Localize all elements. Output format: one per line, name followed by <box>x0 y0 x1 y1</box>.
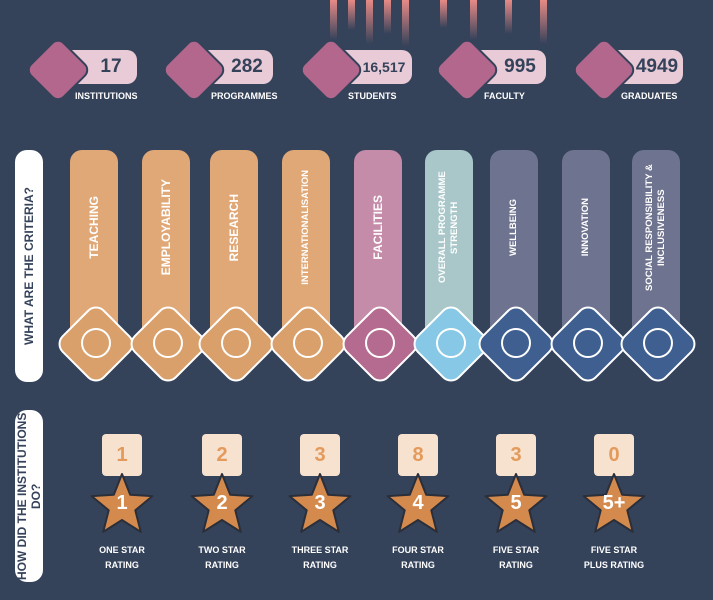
criteria-icon-glyph <box>293 328 323 358</box>
criteria-label: EMPLOYABILITY <box>159 179 173 276</box>
rating-count-box <box>300 434 340 476</box>
rating-count-box <box>398 434 438 476</box>
rating-count-box <box>594 434 634 476</box>
rating-count-box <box>202 434 242 476</box>
stat-value: 16,517 <box>362 59 406 75</box>
decoration <box>540 0 547 44</box>
rating-count-box <box>102 434 142 476</box>
rating-label: THREE STAR RATING <box>291 545 349 570</box>
criteria-title-pill: WHAT ARE THE CRITERIA? <box>15 150 43 382</box>
ratings-title: HOW DID THE INSTITUTIONS DO? <box>15 412 43 580</box>
stat-label: GRADUATES <box>621 91 678 101</box>
rating-star <box>90 473 154 533</box>
criteria-label: SOCIAL RESPONSIBILITY & INCLUSIVENESS <box>644 164 667 291</box>
decoration <box>348 0 355 30</box>
stat-label: INSTITUTIONS <box>75 91 138 101</box>
rating-count: 3 <box>314 444 326 466</box>
rating-star <box>484 473 548 533</box>
rating-star-label: 1 <box>116 492 128 514</box>
criteria-label-box: TEACHING <box>70 160 118 295</box>
star-shape <box>288 473 352 533</box>
rating-star-label: 4 <box>412 492 424 514</box>
rating-count: 3 <box>510 444 522 466</box>
criteria-icon-glyph <box>81 328 111 358</box>
rating-star-label: 5 <box>510 492 522 514</box>
stat-label: STUDENTS <box>348 91 397 101</box>
rating-star <box>582 473 646 533</box>
criteria-icon-glyph <box>153 328 183 358</box>
star-shape <box>386 473 450 533</box>
stat-value: 4949 <box>635 56 679 77</box>
criteria-label: WELLBEING <box>508 199 519 256</box>
rating-star-label: 5+ <box>602 492 626 514</box>
decoration <box>470 0 477 40</box>
rating-star <box>386 473 450 533</box>
stat-value: 282 <box>231 56 263 77</box>
criteria-label-box: OVERALL PROGRAMME STRENGTH <box>425 160 473 295</box>
rating-star-label: 2 <box>216 492 228 514</box>
criteria-label: TEACHING <box>87 196 101 259</box>
criteria-title: WHAT ARE THE CRITERIA? <box>22 187 36 345</box>
decoration <box>330 0 337 40</box>
rating-label: FIVE STAR PLUS RATING <box>583 545 645 570</box>
stat-value: 995 <box>504 56 536 77</box>
decoration <box>384 0 391 34</box>
criteria-label-box: RESEARCH <box>210 160 258 295</box>
rating-star-label: 3 <box>314 492 326 514</box>
criteria-icon-glyph <box>436 328 466 358</box>
rating-label: FIVE STAR RATING <box>492 545 540 570</box>
criteria-label-box: SOCIAL RESPONSIBILITY & INCLUSIVENESS <box>632 160 680 295</box>
rating-count: 8 <box>412 444 424 466</box>
ratings-title-pill: HOW DID THE INSTITUTIONS DO? <box>15 410 43 582</box>
stat-value: 17 <box>100 56 122 77</box>
criteria-label-box: WELLBEING <box>490 160 538 295</box>
rating-label: FOUR STAR RATING <box>392 545 444 570</box>
criteria-label-box: FACILITIES <box>354 160 402 295</box>
rating-star <box>288 473 352 533</box>
star-shape <box>190 473 254 533</box>
rating-label: ONE STAR RATING <box>99 545 145 570</box>
criteria-label-box: INNOVATION <box>562 160 610 295</box>
star-shape <box>484 473 548 533</box>
criteria-label: RESEARCH <box>227 193 241 262</box>
criteria-label: INNOVATION <box>580 198 591 257</box>
rating-count-box <box>496 434 536 476</box>
criteria-label: OVERALL PROGRAMME STRENGTH <box>437 171 460 284</box>
rating-star <box>190 473 254 533</box>
criteria-icon-glyph <box>501 328 531 358</box>
criteria-icon-glyph <box>573 328 603 358</box>
rating-count: 0 <box>608 444 620 466</box>
decoration <box>440 0 447 28</box>
criteria-label-box: EMPLOYABILITY <box>142 160 190 295</box>
stat-label: FACULTY <box>484 91 525 101</box>
criteria-label: FACILITIES <box>371 195 385 260</box>
rating-label: TWO STAR RATING <box>198 545 246 570</box>
criteria-label: INTERNATIONALISATION <box>300 170 311 285</box>
criteria-icon-glyph <box>365 328 395 358</box>
criteria-icon-glyph <box>221 328 251 358</box>
rating-count: 1 <box>116 444 128 466</box>
decoration <box>505 0 512 34</box>
decoration <box>402 0 409 46</box>
criteria-icon-glyph <box>643 328 673 358</box>
star-shape <box>582 473 646 533</box>
decoration <box>366 0 373 44</box>
criteria-label-box: INTERNATIONALISATION <box>282 160 330 295</box>
star-shape <box>90 473 154 533</box>
stat-label: PROGRAMMES <box>211 91 278 101</box>
rating-count: 2 <box>216 444 228 466</box>
